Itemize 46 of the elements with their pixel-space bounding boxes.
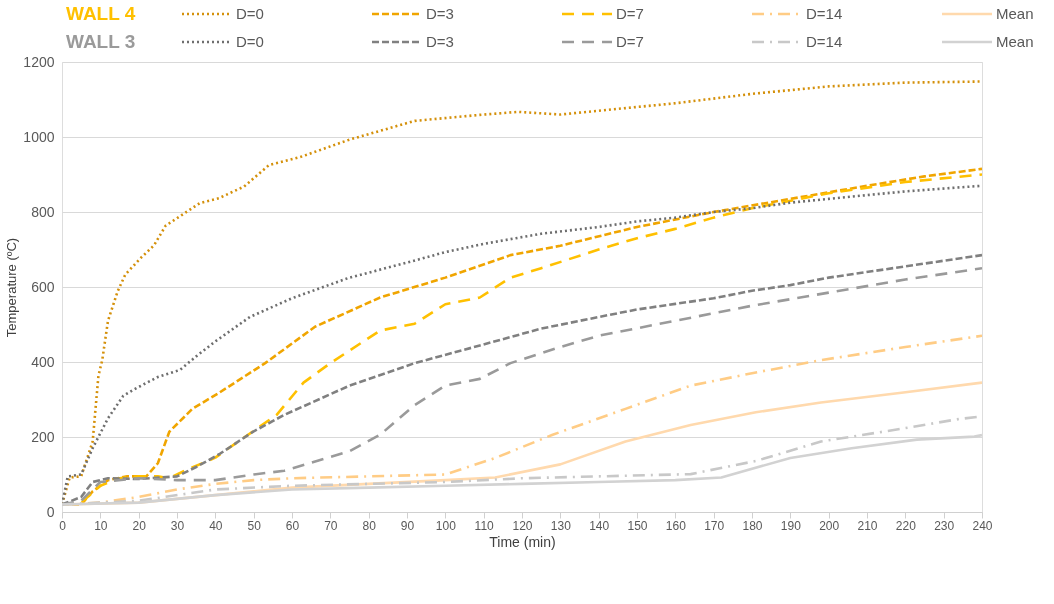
- y-tick-label: 200: [31, 428, 55, 445]
- x-tick-label: 120: [512, 518, 533, 533]
- x-tick-label: 50: [247, 518, 262, 533]
- y-tick-label: 600: [31, 278, 55, 295]
- legend-label: D=0: [236, 5, 264, 22]
- legend-label: D=14: [806, 33, 843, 50]
- x-tick-label: 90: [400, 518, 415, 533]
- x-tick-label: 100: [435, 518, 457, 533]
- x-tick-label: 110: [474, 518, 495, 533]
- legend-label: D=3: [426, 33, 454, 50]
- y-tick-label: 1200: [23, 53, 55, 70]
- x-tick-label: 220: [895, 518, 917, 533]
- x-tick-label: 190: [780, 518, 802, 533]
- x-tick-label: 70: [324, 518, 338, 533]
- text: WALL 4: [66, 3, 136, 24]
- x-tick-label: 0: [59, 518, 67, 533]
- legend-label: D=0: [236, 33, 264, 50]
- x-tick-label: 230: [934, 518, 955, 533]
- x-tick-label: 10: [94, 518, 108, 533]
- x-axis-title: Time (min): [489, 533, 556, 550]
- x-tick-label: 160: [665, 518, 687, 533]
- x-tick-label: 130: [550, 518, 572, 533]
- x-tick-label: 20: [132, 518, 147, 533]
- y-axis-title: Temperature (ºC): [4, 237, 20, 338]
- x-tick-label: 200: [819, 518, 840, 533]
- x-tick-label: 150: [627, 518, 648, 533]
- legend-label: D=7: [616, 5, 644, 22]
- y-tick-label: 400: [31, 353, 55, 370]
- x-tick-label: 80: [362, 518, 377, 533]
- x-tick-label: 240: [972, 518, 993, 533]
- legend-label: D=3: [426, 5, 454, 22]
- x-tick-label: 170: [704, 518, 725, 533]
- legend-label: Mean: [996, 5, 1034, 22]
- x-tick-label: 140: [589, 518, 610, 533]
- legend-label: D=14: [806, 5, 843, 22]
- legend-label: D=7: [616, 33, 644, 50]
- x-tick-label: 30: [170, 518, 185, 533]
- y-tick-label: 1000: [23, 128, 55, 145]
- x-tick-label: 40: [209, 518, 223, 533]
- x-tick-label: 60: [285, 518, 300, 533]
- y-tick-label: 0: [46, 503, 55, 520]
- text: WALL 3: [66, 31, 136, 52]
- legend-label: Mean: [996, 33, 1034, 50]
- x-tick-label: 180: [742, 518, 763, 533]
- x-tick-label: 210: [857, 518, 878, 533]
- y-tick-label: 800: [31, 203, 55, 220]
